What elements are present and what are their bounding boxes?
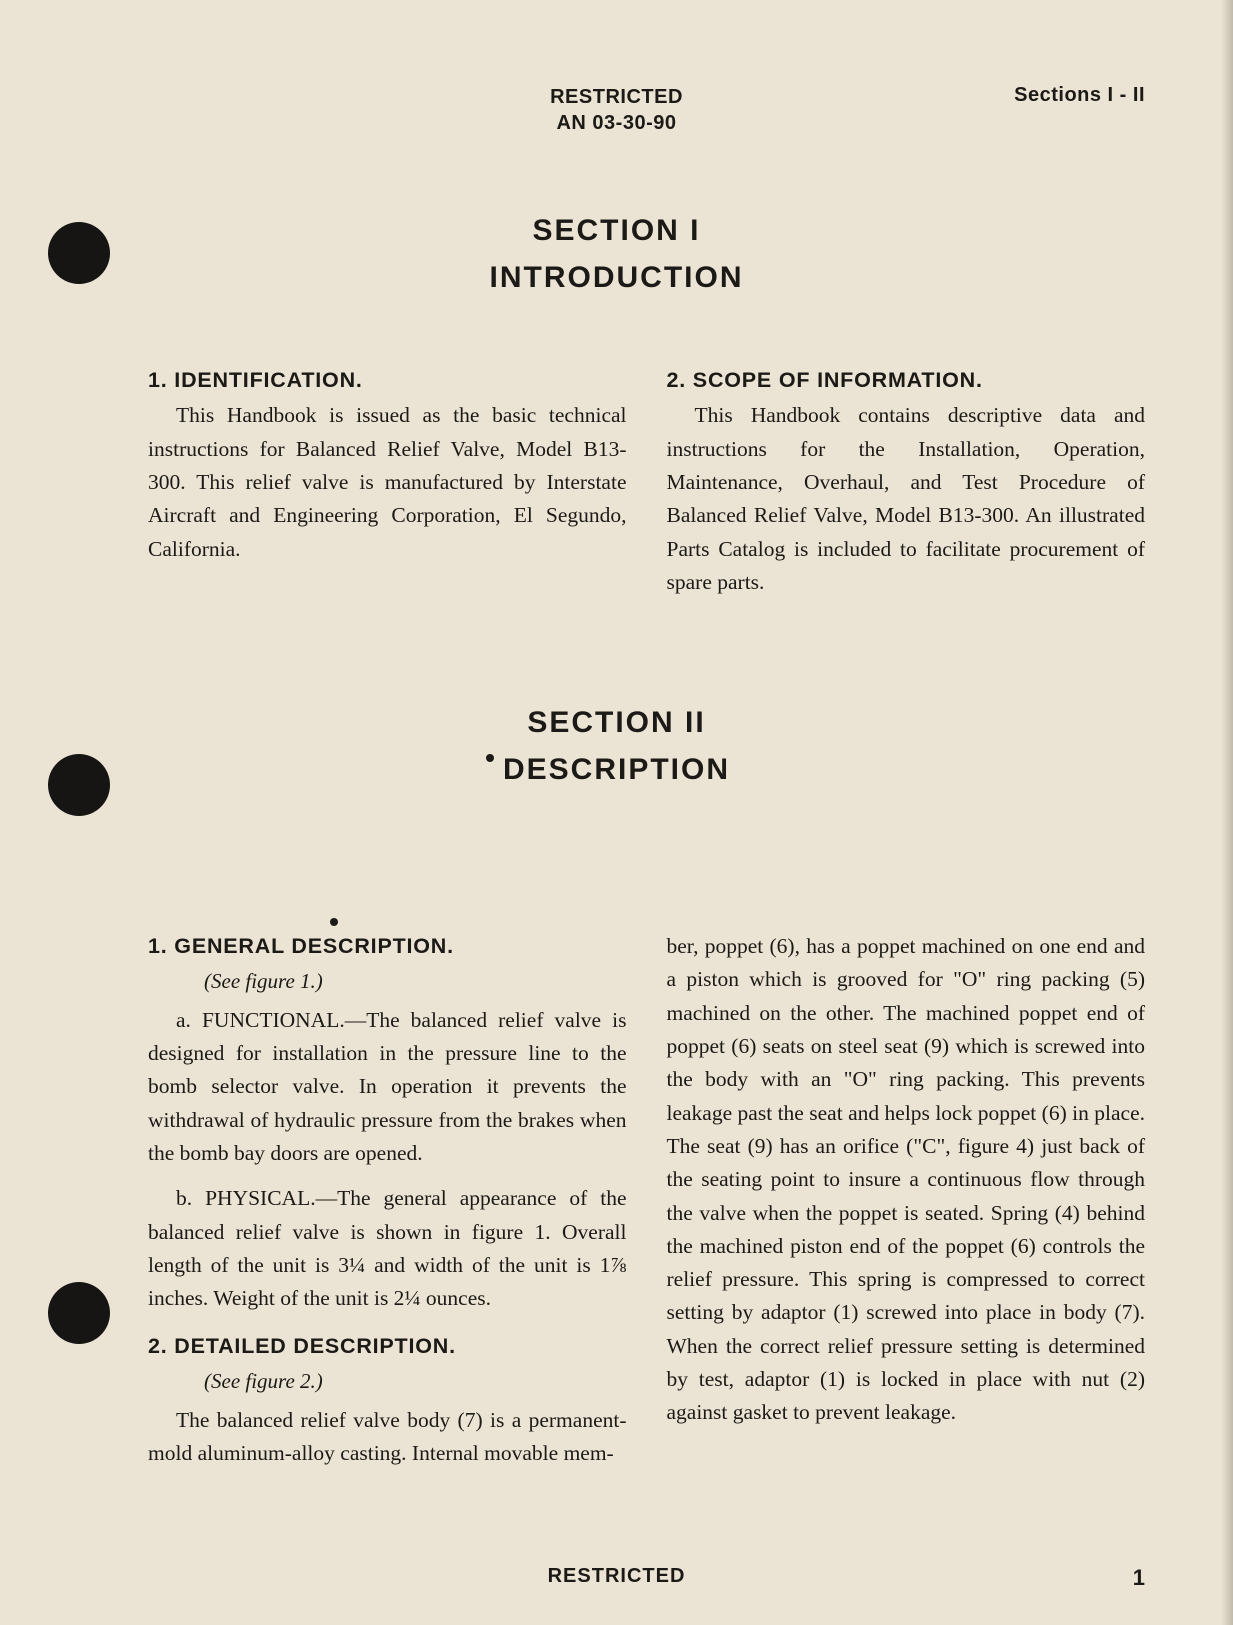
identification-text: This Handbook is issued as the basic tec… [148, 399, 627, 566]
section-2-name: DESCRIPTION [503, 753, 730, 786]
section-2-right-column: ber, poppet (6), has a poppet machined o… [667, 930, 1146, 1482]
figure-2-reference: (See figure 2.) [204, 1365, 627, 1398]
scope-heading: 2. SCOPE OF INFORMATION. [667, 364, 1146, 397]
section-reference: Sections I - II [1014, 84, 1145, 107]
section-1-right-column: 2. SCOPE OF INFORMATION. This Handbook c… [667, 364, 1146, 611]
detailed-right-paragraph: ber, poppet (6), has a poppet machined o… [667, 930, 1146, 1430]
figure-1-reference: (See figure 1.) [204, 965, 627, 998]
header-center: RESTRICTED AN 03-30-90 [550, 84, 683, 136]
section-2-title: SECTION II DESCRIPTION [0, 700, 1233, 793]
print-speck [486, 754, 494, 762]
section-1-columns: 1. IDENTIFICATION. This Handbook is issu… [148, 364, 1145, 611]
classification-label: RESTRICTED [550, 86, 683, 108]
section-1-left-column: 1. IDENTIFICATION. This Handbook is issu… [148, 364, 627, 611]
general-description-heading: 1. GENERAL DESCRIPTION. [148, 930, 627, 963]
physical-paragraph: b. PHYSICAL.—The general appearance of t… [148, 1182, 627, 1315]
document-number: AN 03-30-90 [556, 112, 676, 134]
detailed-description-heading: 2. DETAILED DESCRIPTION. [148, 1330, 627, 1363]
section-1-name: INTRODUCTION [490, 261, 744, 294]
section-1-title: SECTION I INTRODUCTION [0, 208, 1233, 301]
section-2-columns: 1. GENERAL DESCRIPTION. (See figure 1.) … [148, 930, 1145, 1482]
functional-paragraph: a. FUNCTIONAL.—The balanced relief valve… [148, 1004, 627, 1171]
print-speck [330, 918, 338, 926]
section-1-number: SECTION I [532, 214, 700, 247]
section-2-left-column: 1. GENERAL DESCRIPTION. (See figure 1.) … [148, 930, 627, 1482]
detailed-left-paragraph: The balanced relief valve body (7) is a … [148, 1404, 627, 1471]
footer-classification: RESTRICTED [548, 1565, 686, 1588]
identification-heading: 1. IDENTIFICATION. [148, 364, 627, 397]
page-number: 1 [1133, 1565, 1145, 1591]
scope-text: This Handbook contains descriptive data … [667, 399, 1146, 599]
punch-hole [48, 1282, 110, 1344]
document-page: RESTRICTED AN 03-30-90 Sections I - II S… [0, 0, 1233, 1625]
section-2-number: SECTION II [527, 706, 705, 739]
